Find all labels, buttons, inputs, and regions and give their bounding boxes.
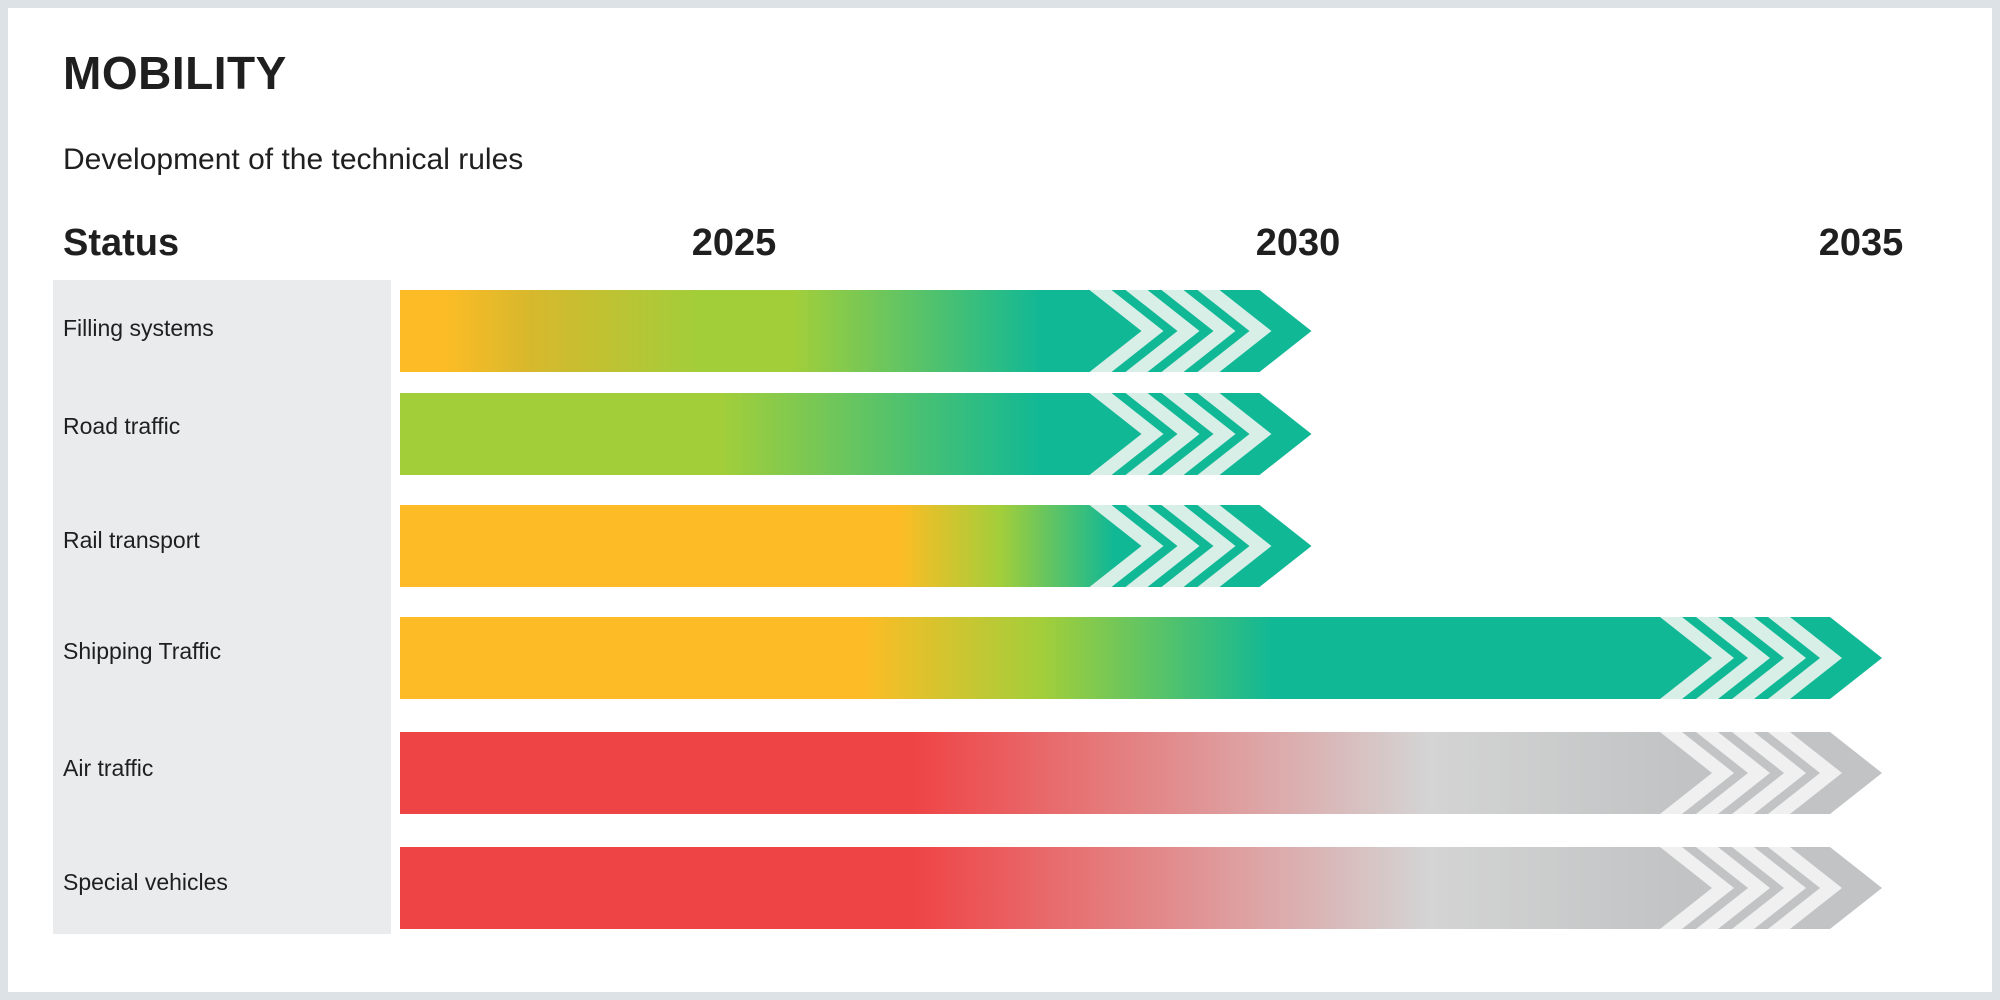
chevron-stripe [1696,847,1770,929]
chevron-stripe [1125,393,1200,475]
chevron-stripe [1768,847,1842,929]
page-subtitle: Development of the technical rules [63,143,524,176]
bar-status-gradient [400,732,1687,814]
timeline-bar [400,847,1882,929]
chevron-stripe [1161,505,1236,587]
timeline-bar [400,505,1312,587]
year-label-2030: 2030 [1255,222,1341,264]
bar-status-gradient [400,505,1117,587]
chevron-stripe [1197,393,1272,475]
chevron-stripe [1089,393,1164,475]
page-title: MOBILITY [63,47,287,99]
chevron-stripe [1197,505,1272,587]
chevron-stripe [1089,505,1164,587]
row-label-rail-transport: Rail transport [63,527,200,553]
timeline-bar [400,732,1882,814]
row-label-air-traffic: Air traffic [63,755,154,781]
chevron-stripe [1696,617,1770,699]
row-label-shipping-traffic: Shipping Traffic [63,638,222,664]
bar-status-gradient [400,617,1687,699]
chevron-stripe [1125,505,1200,587]
chevron-stripe [1768,732,1842,814]
chevron-stripe [1161,290,1236,372]
chevron-stripe [1732,617,1806,699]
bar-status-gradient [400,847,1687,929]
chevron-stripe [1197,290,1272,372]
year-label-2035: 2035 [1818,222,1904,264]
row-label-filling-systems: Filling systems [63,315,214,341]
chevron-stripe [1696,732,1770,814]
row-label-special-vehicles: Special vehicles [63,869,228,895]
chevron-stripe [1125,290,1200,372]
chevron-stripe [1768,617,1842,699]
chevron-stripe [1089,290,1164,372]
row-label-road-traffic: Road traffic [63,413,181,439]
chevron-stripe [1660,732,1734,814]
chevron-stripe [1660,847,1734,929]
timeline-bar [400,290,1312,372]
bar-status-gradient [400,290,1117,372]
chevron-stripe [1660,617,1734,699]
status-header: Status [63,222,180,264]
timeline-bar [400,393,1312,475]
bar-status-gradient [400,393,1117,475]
chevron-stripe [1732,847,1806,929]
year-label-2025: 2025 [691,222,777,264]
status-label-panel [53,280,391,934]
timeline-bar [400,617,1882,699]
chevron-stripe [1161,393,1236,475]
chevron-stripe [1732,732,1806,814]
